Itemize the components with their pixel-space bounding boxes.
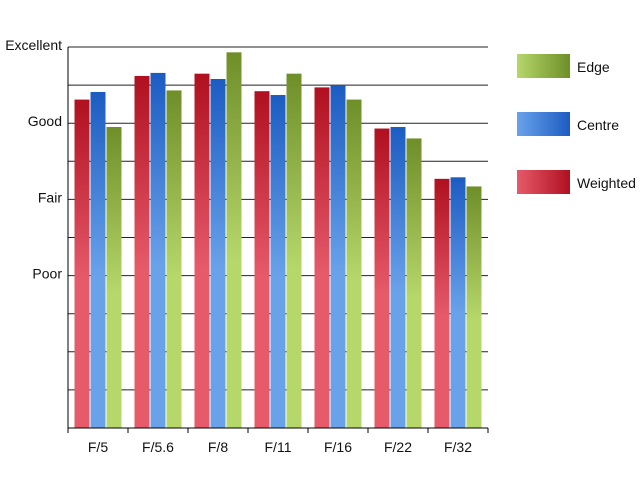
bar-edge-f-11 [286, 73, 302, 429]
bar-weighted-f-8 [194, 73, 210, 429]
legend-label-edge: Edge [577, 59, 610, 75]
y-tick-label-fair: Fair [38, 189, 62, 205]
y-tick-label-poor: Poor [32, 266, 62, 282]
bar-centre-f-8 [210, 79, 226, 428]
bar-weighted-f-5 [74, 99, 90, 428]
x-tick-label-f-5: F/5 [88, 439, 108, 455]
bar-weighted-f-5-6 [134, 75, 150, 429]
y-tick-label-good: Good [28, 113, 62, 129]
legend-swatch-weighted [517, 170, 570, 194]
x-tick-label-f-32: F/32 [444, 439, 472, 455]
bar-centre-f-11 [270, 95, 286, 429]
bar-edge-f-5 [106, 127, 122, 428]
bars [74, 52, 482, 429]
bar-centre-f-32 [450, 177, 466, 428]
x-tick-label-f-5-6: F/5.6 [142, 439, 174, 455]
bar-edge-f-22 [406, 138, 422, 428]
x-tick-label-f-16: F/16 [324, 439, 352, 455]
y-tick-labels: Poor Fair Good Excellent [5, 37, 62, 282]
x-tick-label-f-22: F/22 [384, 439, 412, 455]
bar-edge-f-8 [226, 52, 242, 429]
legend: Edge Centre Weighted [517, 54, 636, 194]
bar-weighted-f-32 [434, 178, 450, 428]
x-tick-label-f-11: F/11 [265, 439, 292, 455]
legend-label-centre: Centre [577, 117, 619, 133]
bar-edge-f-16 [346, 99, 362, 428]
x-tick-label-f-8: F/8 [208, 439, 228, 455]
bar-edge-f-32 [466, 186, 482, 428]
bar-edge-f-5-6 [166, 90, 182, 429]
axes [67, 47, 489, 433]
y-tick-label-excellent: Excellent [5, 37, 62, 53]
bar-centre-f-22 [390, 127, 406, 428]
bar-centre-f-16 [330, 85, 346, 428]
bar-centre-f-5 [90, 91, 106, 428]
legend-swatch-edge [517, 54, 570, 78]
legend-label-weighted: Weighted [577, 175, 636, 191]
x-tick-labels: F/5 F/5.6 F/8 F/11 F/16 F/22 F/32 [88, 439, 472, 455]
legend-swatch-centre [517, 112, 570, 136]
bar-centre-f-5-6 [150, 72, 166, 429]
bar-weighted-f-11 [254, 91, 270, 429]
bar-weighted-f-16 [314, 87, 330, 429]
bar-weighted-f-22 [374, 128, 390, 428]
